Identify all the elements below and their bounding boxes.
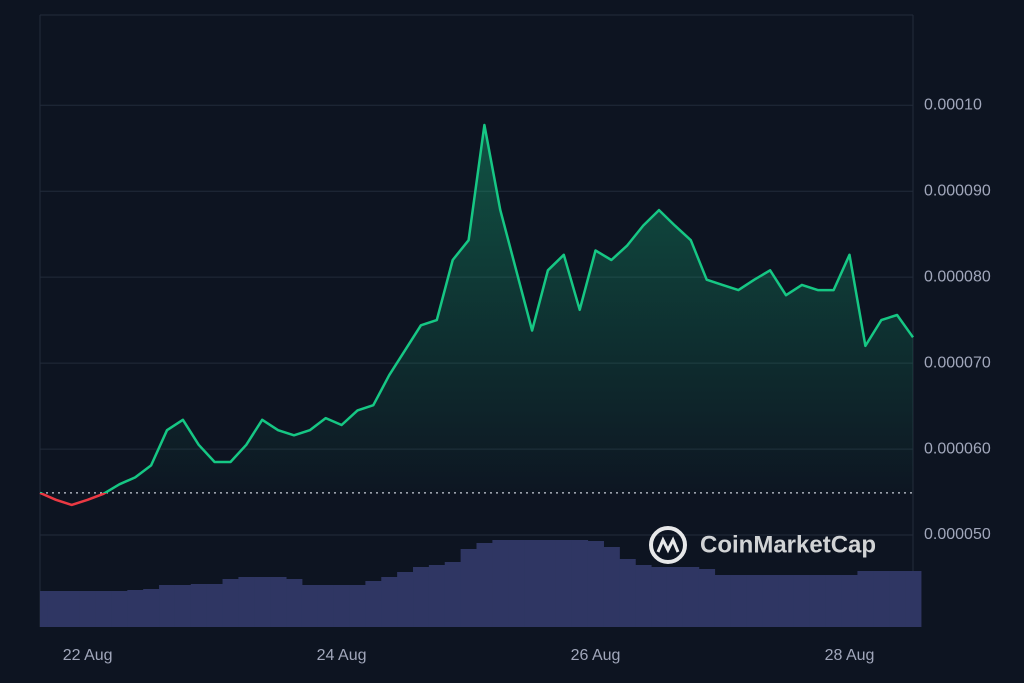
volume-bar [428,565,446,627]
price-area [40,125,913,493]
volume-bar [762,575,779,627]
volume-bar [857,571,874,627]
x-tick-label: 24 Aug [317,647,367,664]
volume-bar [555,540,573,627]
volume-bar [666,567,684,627]
volume-bar [254,577,271,627]
watermark-text: CoinMarketCap [700,531,876,558]
volume-bar [714,575,731,627]
x-tick-label: 22 Aug [63,647,113,664]
volume-bar [524,540,541,627]
volume-bar [333,585,351,627]
volume-bar [111,591,128,627]
volume-bar [79,591,97,627]
y-tick-label: 0.000090 [924,182,991,199]
volume-bar [460,549,477,627]
y-tick-label: 0.00010 [924,96,982,113]
volume-bar [47,591,65,627]
volume-bar [841,575,858,627]
volume-bar [778,575,795,627]
y-tick-label: 0.000080 [924,268,991,285]
volume-bar [571,540,589,627]
volume-bar [190,584,208,627]
frame [39,14,914,627]
volume-bar [603,547,620,627]
volume-bar [238,577,255,627]
y-tick-label: 0.000060 [924,440,991,457]
volume-bar [492,540,509,627]
volume-bar [587,541,604,627]
volume-bar [476,543,493,627]
x-tick-label: 28 Aug [825,647,875,664]
volume-bar [381,577,398,627]
volume-bar [619,559,636,627]
volume-bar [286,579,303,627]
volume-bar [365,581,382,627]
volume-bar [635,565,652,627]
volume-bar [698,569,716,627]
volume-bar [825,575,843,627]
volume-bar [508,540,525,627]
price-line [39,123,915,507]
volume-bar [127,590,144,627]
volume-bar [397,572,414,627]
volume-bar [889,571,906,627]
volume-bar [905,571,922,627]
volume-bar [143,589,160,627]
x-tick-label: 26 Aug [571,647,621,664]
volume-bar [444,562,462,627]
volume-bar [317,585,335,627]
y-tick-label: 0.000050 [924,526,991,543]
y-tick-label: 0.000070 [924,354,991,371]
volume-bar [63,591,81,627]
watermark: CoinMarketCap [649,526,876,564]
volume-bar [270,577,287,627]
volume-bar [159,585,176,627]
volume-bar [301,585,319,627]
volume-bar [174,585,192,627]
volume-bar [413,567,430,627]
volume-bar [809,575,827,627]
volume-bar [746,575,763,627]
volume-bar [793,575,811,627]
volume-bar [873,571,890,627]
volume-bar [682,567,700,627]
volume-bar [222,579,239,627]
volume-bar [95,591,112,627]
volume-bar [206,584,224,627]
volume-bar [539,540,557,627]
volume-bar [651,567,668,627]
volume-bar [730,575,747,627]
volume-bar [349,585,366,627]
